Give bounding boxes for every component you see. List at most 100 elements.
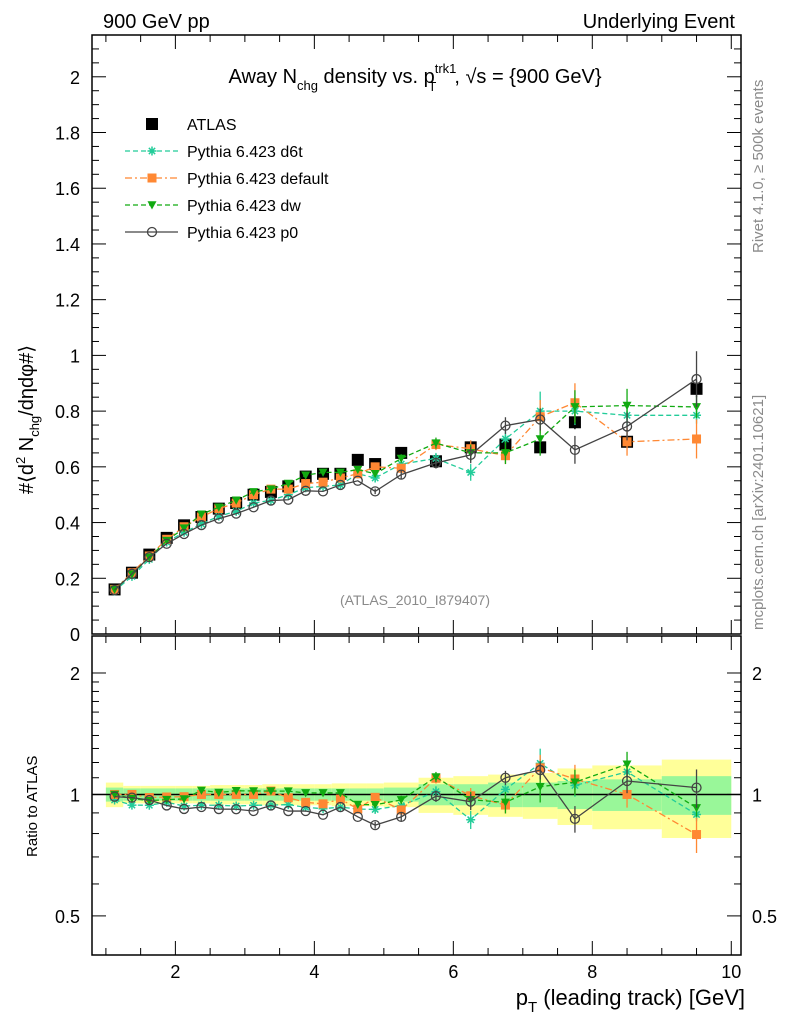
x-tick-label: 6: [448, 962, 458, 982]
ratio-point-d6t: [249, 800, 259, 810]
ratio-point-default: [335, 794, 345, 804]
data-point-default: [370, 462, 380, 472]
ratio-point-p0: [430, 790, 442, 802]
series-atlas: [108, 380, 703, 596]
main-frame: [91, 34, 742, 635]
data-point-dw: [335, 468, 345, 477]
data-point-p0: [144, 551, 155, 563]
y-tick-label: 1.8: [55, 124, 80, 144]
series-line-dw: [114, 404, 697, 590]
legend-item-d6t: Pythia 6.423 d6t: [125, 144, 303, 161]
ratio-point-d6t: [127, 800, 137, 810]
ratio-point-default: [127, 789, 137, 799]
ratio-y-tick-label-right: 2: [752, 664, 762, 684]
header-left: 900 GeV pp: [103, 11, 210, 33]
ratio-point-p0: [317, 809, 329, 820]
ratio-point-dw: [179, 795, 189, 804]
ratio-point-default: [353, 804, 363, 814]
data-point-dw: [570, 403, 580, 412]
data-point-p0: [500, 420, 511, 431]
series-p0: [109, 351, 702, 596]
axes: 2 4 6 8 10 0 0.2 0.4 0.6 0.8 1 1.2 1.4 1.6 1.8 2 0.5 0.5 1…: [55, 35, 777, 982]
ratio-point-p0: [196, 801, 207, 813]
y-axis-label: #⟨d2 Nchg/dηdφ#⟩: [13, 345, 42, 494]
series-line-default: [114, 402, 697, 590]
data-point-d6t: [196, 519, 206, 529]
ratio-point-dw: [144, 796, 154, 806]
ratio-point-p0: [535, 764, 546, 776]
ratio-point-p0: [465, 796, 476, 807]
data-point-dw: [535, 435, 545, 444]
analysis-watermark: (ATLAS_2010_I879407): [340, 592, 490, 608]
y-tick-label: 1.4: [55, 235, 80, 255]
ratio-point-d6t: [179, 801, 189, 811]
main-plot: [108, 351, 703, 596]
data-point-dw: [283, 479, 293, 489]
data-point-p0: [196, 519, 207, 531]
ratio-point-dw: [301, 789, 311, 798]
legend-item-dw: Pythia 6.423 dw: [125, 198, 301, 215]
data-point-p0: [535, 414, 546, 425]
ratio-point-dw: [535, 783, 545, 792]
data-point-dw: [692, 403, 702, 412]
ratio-point-p0: [126, 792, 138, 803]
ratio-point-p0: [300, 805, 311, 817]
data-point-p0: [621, 421, 633, 432]
ratio-point-default: [318, 799, 328, 809]
legend-item-atlas: ATLAS: [146, 117, 237, 134]
ratio-y-tick-label-right: 0.5: [752, 907, 777, 927]
ratio-point-default: [622, 789, 632, 799]
ratio-point-dw: [231, 787, 241, 796]
ratio-point-d6t: [283, 800, 293, 810]
ratio-point-dw: [431, 773, 441, 782]
legend: ATLAS Pythia 6.423 d6t Pythia 6.423 defaul…: [125, 117, 329, 242]
ratio-point-dw: [396, 796, 406, 805]
ratio-frame: [91, 635, 742, 956]
data-point-p0: [335, 479, 346, 491]
legend-marker-p0: [146, 226, 158, 238]
data-point-p0: [231, 508, 242, 519]
plot-title: Away Nchg density vs. ptrk1 T, √s = {900 …: [228, 61, 601, 94]
ratio-point-p0: [265, 800, 277, 811]
legend-marker-atlas: [146, 118, 158, 130]
legend-marker-d6t: [147, 146, 157, 156]
data-point-dw: [500, 449, 510, 458]
header-right: Underlying Event: [583, 11, 736, 33]
data-point-dw: [179, 524, 189, 533]
ratio-point-default: [301, 797, 311, 807]
ratio-point-p0: [396, 811, 407, 822]
data-point-p0: [370, 486, 381, 497]
data-point-dw: [353, 465, 363, 475]
ratio-point-dw: [500, 798, 510, 807]
data-point-p0: [161, 538, 172, 549]
ratio-point-dw: [249, 787, 259, 796]
ratio-point-dw: [353, 800, 363, 810]
data-point-dw: [431, 439, 441, 448]
ratio-plot: [109, 748, 702, 854]
ratio-line-p0: [114, 769, 697, 826]
data-point-default: [318, 477, 328, 487]
ratio-point-p0: [352, 811, 363, 822]
data-point-default: [283, 484, 293, 494]
y-tick-label: 0: [70, 625, 80, 645]
data-point-dw: [196, 510, 206, 519]
data-point-p0: [430, 457, 442, 469]
data-point-dw: [214, 503, 224, 512]
data-point-default: [301, 479, 311, 489]
ratio-point-p0: [178, 803, 190, 815]
ratio-point-d6t: [301, 802, 311, 812]
data-point-d6t: [214, 511, 224, 521]
y-tick-label: 0.4: [55, 514, 80, 534]
legend-label: Pythia 6.423 d6t: [187, 144, 303, 161]
legend-marker-dw: [147, 201, 157, 210]
ratio-series-p0: [109, 761, 702, 833]
ratio-line-dw: [114, 763, 697, 809]
rivet-version-label: Rivet 4.1.0, ≥ 500k events: [750, 80, 767, 253]
ratio-point-dw: [283, 787, 293, 796]
x-tick-label: 2: [170, 962, 180, 982]
ratio-point-default: [692, 830, 702, 840]
ratio-point-dw: [214, 788, 224, 798]
data-point-p0: [283, 494, 294, 505]
data-point-p0: [352, 475, 363, 486]
data-point-p0: [109, 584, 120, 596]
